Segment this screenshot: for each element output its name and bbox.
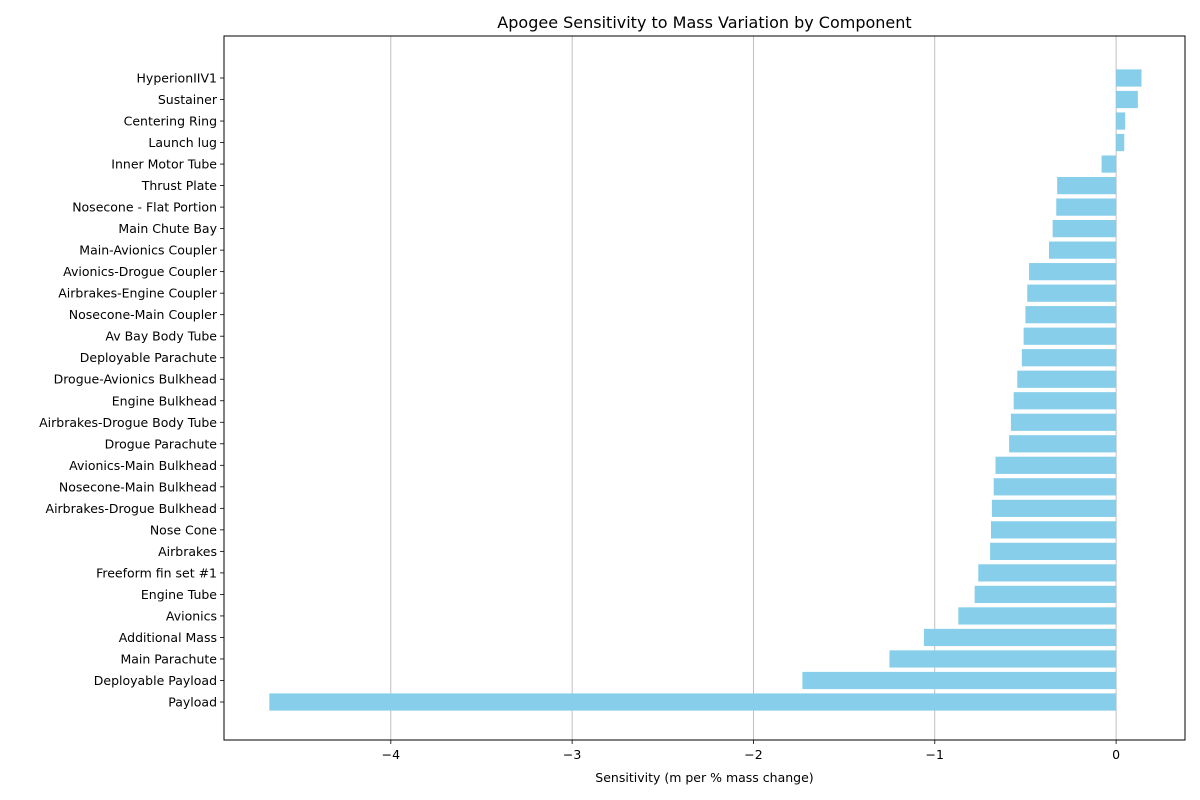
bar [1025,306,1117,324]
y-tick-label: Centering Ring [124,114,217,129]
bar [889,650,1117,668]
bar [1056,198,1117,216]
y-tick-label: Thrust Plate [141,178,218,193]
bar [1052,220,1117,238]
bar [958,607,1117,625]
y-tick-label: Engine Bulkhead [112,393,217,408]
y-tick-label: Inner Motor Tube [111,157,217,172]
x-tick-label: −2 [744,747,762,762]
y-tick-label: Avionics-Main Bulkhead [69,458,217,473]
bar [1009,435,1117,453]
bar [923,628,1117,647]
bar [1116,133,1125,152]
bars [269,69,1142,711]
y-tick-label: Avionics [166,608,217,623]
chart-title: Apogee Sensitivity to Mass Variation by … [497,13,911,32]
y-tick-label: Drogue Parachute [105,436,218,451]
x-tick-label: −4 [382,747,400,762]
y-tick-label: Drogue-Avionics Bulkhead [54,372,217,387]
bar [1101,155,1117,173]
plot-frame [223,35,1186,741]
bar [978,564,1117,582]
x-tick-label: −3 [563,747,581,762]
y-axis-ticks: HyperionIIV1 Sustainer Centering Ring Launc… [39,71,224,710]
bar [1010,413,1117,431]
bar [974,585,1117,604]
y-tick-label: Airbrakes-Drogue Bulkhead [46,501,217,516]
y-tick-label: Nose Cone [150,522,217,537]
y-tick-label: HyperionIIV1 [137,71,217,86]
y-tick-label: Main Parachute [120,651,217,666]
bar [802,671,1117,690]
y-tick-label: Main-Avionics Coupler [79,243,218,258]
bar [991,499,1117,517]
bar [990,542,1117,560]
y-tick-label: Freeform fin set #1 [96,565,217,580]
y-tick-label: Avionics-Drogue Coupler [63,264,218,279]
bar [1116,112,1126,130]
y-tick-label: Additional Mass [119,630,217,645]
y-tick-label: Airbrakes-Engine Coupler [58,286,218,301]
y-tick-label: Nosecone-Main Coupler [69,307,218,322]
bar [1021,349,1117,367]
y-tick-label: Airbrakes-Drogue Body Tube [39,415,217,430]
x-axis-label: Sensitivity (m per % mass change) [595,770,813,785]
bar [1029,263,1117,281]
y-tick-label: Launch lug [148,135,217,150]
x-tick-label: 0 [1112,747,1120,762]
y-tick-label: Payload [168,695,217,710]
y-tick-label: Engine Tube [141,587,217,602]
x-axis-ticks: −4 −3 −2 −1 0 [382,740,1120,762]
bar [1116,69,1142,87]
y-tick-label: Airbrakes [158,544,217,559]
y-tick-label: Main Chute Bay [118,221,217,236]
bar [1023,327,1117,345]
bar [1116,90,1138,109]
bar [1027,284,1117,302]
bar [1017,370,1117,388]
bar [1057,176,1117,195]
bar [995,456,1117,474]
bar [993,478,1117,496]
y-tick-label: Deployable Payload [94,673,217,688]
bar [269,693,1117,711]
grid-lines [390,36,1117,740]
y-tick-label: Nosecone-Main Bulkhead [59,479,217,494]
y-tick-label: Sustainer [158,92,218,107]
y-tick-label: Nosecone - Flat Portion [72,200,217,215]
y-tick-label: Deployable Parachute [80,350,218,365]
bar [1049,241,1117,259]
x-tick-label: −1 [926,747,944,762]
bar [990,521,1117,539]
bar [1013,392,1117,410]
y-tick-label: Av Bay Body Tube [105,329,217,344]
